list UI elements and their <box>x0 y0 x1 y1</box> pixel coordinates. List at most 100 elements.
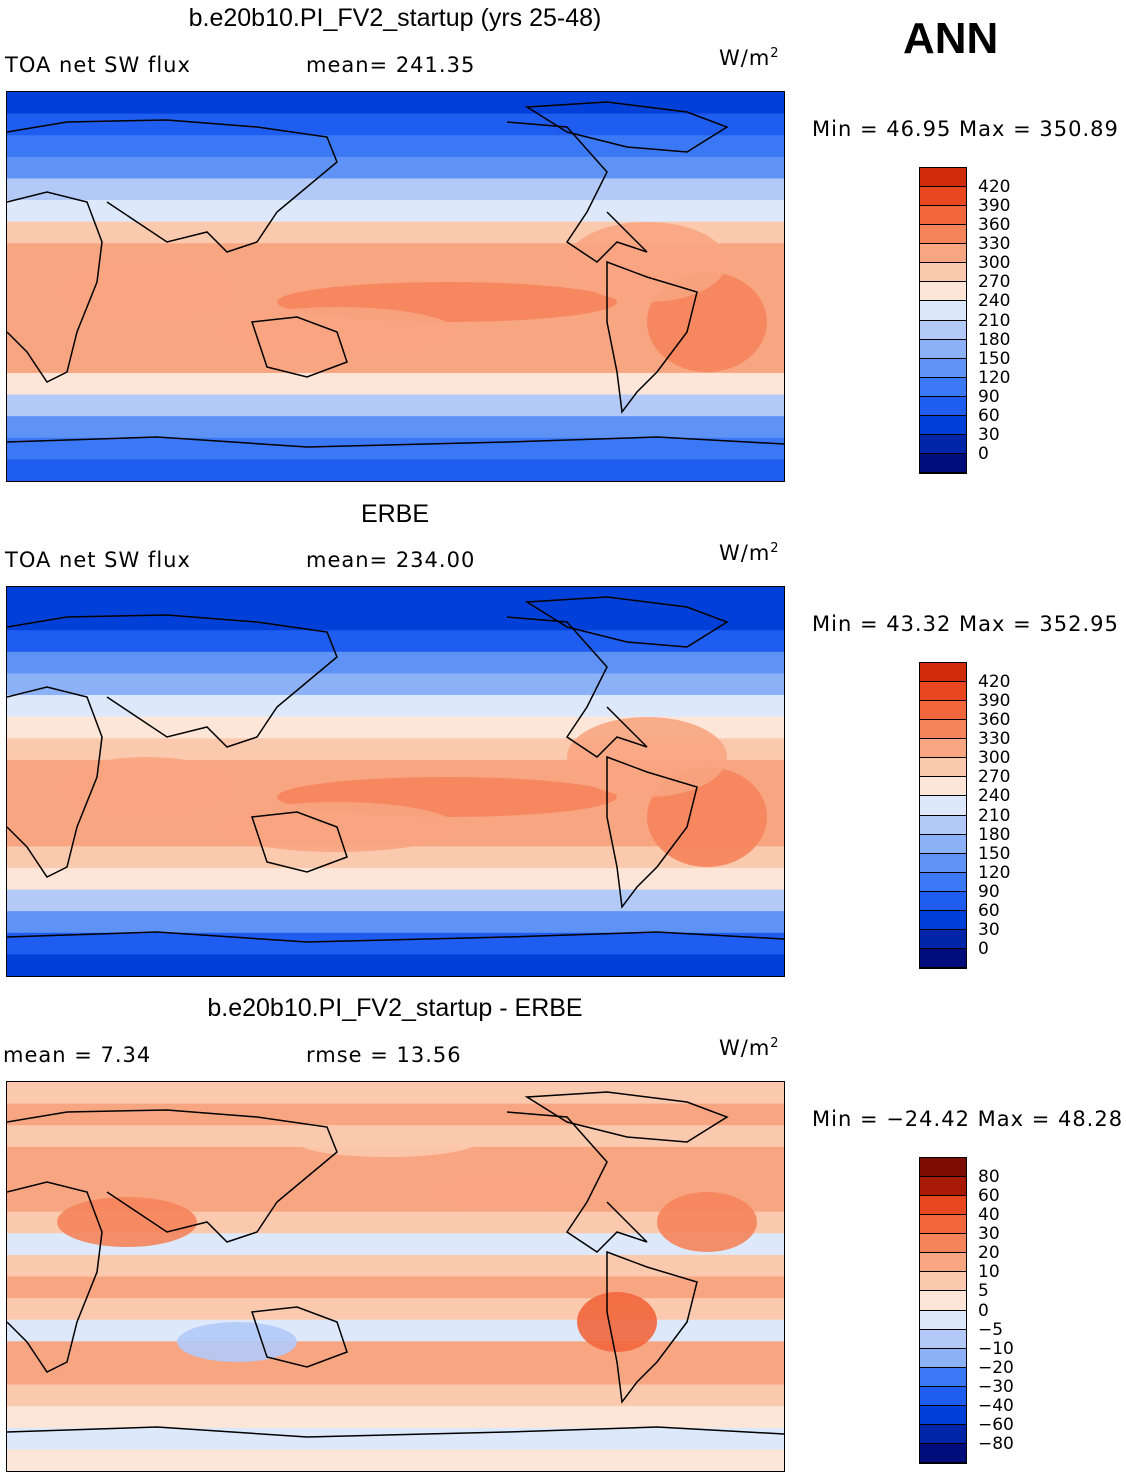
colorbar-box <box>920 244 966 264</box>
zonal-band <box>7 372 784 396</box>
colorbar-box <box>920 701 966 721</box>
coastline <box>506 121 648 263</box>
colorbar-tick-label: 0 <box>978 443 989 464</box>
panel1-coastlines <box>7 101 784 448</box>
colorbar-box <box>920 1253 966 1273</box>
colorbar-box <box>920 1348 966 1368</box>
panel1-map-svg <box>7 92 784 481</box>
zonal-band <box>7 1082 784 1105</box>
coastline <box>606 755 698 909</box>
zonal-band <box>7 1427 784 1451</box>
zonal-band <box>7 92 784 115</box>
colorbar-tick-label: 80 <box>978 1167 1000 1188</box>
colorbar-tick-label: −30 <box>978 1376 1014 1397</box>
coastline <box>524 1091 729 1143</box>
zonal-band <box>7 954 784 976</box>
colorbar-box <box>920 377 966 397</box>
zonal-band <box>7 630 784 653</box>
zonal-band <box>7 416 784 439</box>
coastline <box>524 596 729 648</box>
panel3-rmse-label: rmse = 13.56 <box>306 1043 462 1067</box>
panel2-units: W/m2 <box>719 541 780 565</box>
colorbar-tick-label: 360 <box>978 710 1011 731</box>
colorbar-box <box>920 263 966 283</box>
panel3-colorbar: 80 60 40 30 20 10 5 0 −5 −10 −20 −30 −40 −60 −80 <box>919 1157 1014 1464</box>
zonal-band <box>7 889 784 913</box>
colorbar-box <box>920 872 966 892</box>
colorbar-box <box>920 225 966 245</box>
zonal-band <box>7 1298 784 1321</box>
coastline <box>7 1426 784 1438</box>
panel3-title: b.e20b10.PI_FV2_startup - ERBE <box>207 994 583 1022</box>
panel2-title: ERBE <box>360 500 430 528</box>
zonal-band <box>7 113 784 137</box>
colorbar-box <box>920 301 966 321</box>
zonal-band <box>7 135 784 158</box>
colorbar-tick-label: 270 <box>978 272 1011 293</box>
coastline <box>606 1250 698 1404</box>
colorbar-box <box>920 1424 966 1444</box>
colorbar-tick-label: 90 <box>978 881 1000 902</box>
colorbar-tick-label: 5 <box>978 1281 989 1302</box>
colorbar-tick-label: 150 <box>978 348 1011 369</box>
colorbar-box <box>920 682 966 702</box>
field-feature <box>177 1322 297 1362</box>
zonal-band <box>7 695 784 718</box>
colorbar-tick-label: 240 <box>978 786 1011 807</box>
zonal-band <box>7 1406 784 1429</box>
colorbar-box <box>920 358 966 378</box>
colorbar-tick-label: 30 <box>978 424 1000 445</box>
colorbar-box <box>920 891 966 911</box>
field-feature <box>567 717 727 797</box>
coastline <box>7 436 784 448</box>
zonal-band <box>7 156 784 180</box>
colorbar-box <box>920 1196 966 1216</box>
colorbar-box <box>920 910 966 930</box>
panel3-units: W/m2 <box>719 1036 780 1060</box>
colorbar-tick-label: 270 <box>978 767 1011 788</box>
colorbar-tick-label: 120 <box>978 862 1011 883</box>
coastline <box>250 1306 348 1368</box>
colorbar-tick-label: 90 <box>978 386 1000 407</box>
field-feature <box>567 222 727 302</box>
panel1-min-max: Min = 46.95 Max = 350.89 <box>812 117 1119 141</box>
zonal-band <box>7 932 784 956</box>
colorbar-tick-label: −40 <box>978 1395 1014 1416</box>
panel1-title: b.e20b10.PI_FV2_startup (yrs 25-48) <box>188 4 602 32</box>
coastline <box>606 260 698 414</box>
coastline <box>506 616 648 758</box>
colorbar-box <box>920 663 966 683</box>
colorbar-tick-label: −5 <box>978 1319 1004 1340</box>
colorbar-box <box>920 739 966 759</box>
panel2-mean-label: mean= 234.00 <box>306 548 476 572</box>
zonal-band <box>7 651 784 675</box>
colorbar-box <box>920 396 966 416</box>
colorbar-box <box>920 1215 966 1235</box>
colorbar-box <box>920 1443 966 1463</box>
colorbar-tick-label: 30 <box>978 1224 1000 1245</box>
colorbar-box <box>920 853 966 873</box>
zonal-band <box>7 1211 784 1235</box>
zonal-band <box>7 200 784 223</box>
zonal-band <box>7 1103 784 1127</box>
colorbar-tick-label: 240 <box>978 291 1011 312</box>
panel3-bands <box>7 1082 784 1471</box>
field-feature <box>657 1192 757 1252</box>
zonal-band <box>7 459 784 481</box>
colorbar-box <box>920 1291 966 1311</box>
field-feature <box>427 1174 587 1210</box>
colorbar-box <box>920 1272 966 1292</box>
colorbar-box <box>920 1158 966 1178</box>
colorbar-box <box>920 339 966 359</box>
colorbar-box <box>920 168 966 188</box>
panel3-min-max: Min = −24.42 Max = 48.28 <box>812 1107 1124 1131</box>
field-feature <box>297 1127 477 1157</box>
field-feature <box>57 757 237 817</box>
panel2-min-max: Min = 43.32 Max = 352.95 <box>812 612 1119 636</box>
colorbar-tick-label: 210 <box>978 805 1011 826</box>
colorbar-tick-label: −80 <box>978 1433 1014 1454</box>
panel1-map <box>6 91 785 482</box>
field-feature <box>57 262 237 322</box>
colorbar-tick-label: 300 <box>978 253 1011 274</box>
panel3-mean-label: mean = 7.34 <box>3 1043 152 1067</box>
